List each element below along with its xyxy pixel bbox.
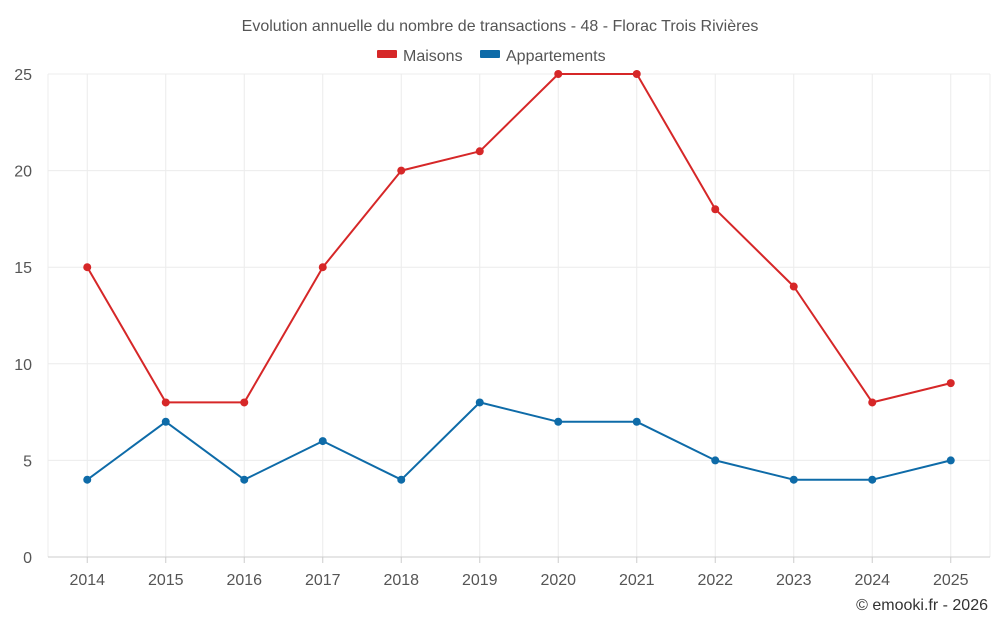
credit-text: © emooki.fr - 2026 — [856, 597, 988, 614]
data-point-appartements[interactable] — [711, 456, 720, 465]
data-point-appartements[interactable] — [83, 475, 92, 484]
data-point-appartements[interactable] — [868, 475, 877, 484]
data-point-maisons[interactable] — [161, 398, 170, 407]
data-point-maisons[interactable] — [83, 263, 92, 272]
x-tick-label: 2022 — [697, 572, 733, 589]
data-point-appartements[interactable] — [318, 437, 327, 446]
x-tick-label: 2014 — [69, 572, 105, 589]
data-point-appartements[interactable] — [475, 398, 484, 407]
grid — [47, 73, 991, 557]
data-point-maisons[interactable] — [868, 398, 877, 407]
chart-title: Evolution annuelle du nombre de transact… — [242, 18, 759, 35]
x-tick-label: 2019 — [462, 572, 498, 589]
data-point-maisons[interactable] — [240, 398, 249, 407]
y-tick-label: 25 — [14, 67, 32, 84]
legend-swatch-appartements — [480, 50, 500, 58]
legend-item-appartements[interactable]: Appartements — [480, 48, 606, 65]
series-line-appartements — [86, 401, 952, 481]
data-point-maisons[interactable] — [789, 282, 798, 291]
y-tick-label: 0 — [23, 550, 32, 567]
y-tick-label: 5 — [23, 453, 32, 470]
data-point-appartements[interactable] — [554, 417, 563, 426]
data-point-appartements[interactable] — [240, 475, 249, 484]
data-point-appartements[interactable] — [789, 475, 798, 484]
data-point-appartements[interactable] — [632, 417, 641, 426]
data-point-appartements[interactable] — [161, 417, 170, 426]
y-tick-label: 10 — [14, 357, 32, 374]
series-line-maisons — [86, 73, 952, 404]
x-tick-label: 2015 — [148, 572, 184, 589]
data-point-maisons[interactable] — [397, 166, 406, 175]
series — [83, 70, 955, 484]
x-tick-label: 2018 — [383, 572, 419, 589]
data-point-maisons[interactable] — [475, 147, 484, 156]
legend: Maisons Appartements — [377, 48, 606, 65]
x-tick-label: 2020 — [540, 572, 576, 589]
legend-swatch-maisons — [377, 50, 397, 58]
x-tick-label: 2025 — [933, 572, 969, 589]
x-tick-label: 2024 — [854, 572, 890, 589]
legend-label-maisons: Maisons — [403, 48, 463, 65]
legend-item-maisons[interactable]: Maisons — [377, 48, 463, 65]
x-tick-label: 2021 — [619, 572, 655, 589]
x-tick-label: 2017 — [305, 572, 341, 589]
data-point-maisons[interactable] — [946, 379, 955, 388]
y-tick-label: 15 — [14, 260, 32, 277]
x-tick-label: 2023 — [776, 572, 812, 589]
data-point-maisons[interactable] — [554, 70, 563, 78]
x-tick-label: 2016 — [226, 572, 262, 589]
data-point-maisons[interactable] — [711, 205, 720, 214]
legend-label-appartements: Appartements — [506, 48, 606, 65]
data-point-maisons[interactable] — [632, 70, 641, 78]
data-point-maisons[interactable] — [318, 263, 327, 272]
data-point-appartements[interactable] — [397, 475, 406, 484]
data-point-appartements[interactable] — [946, 456, 955, 465]
y-tick-label: 20 — [14, 164, 32, 181]
